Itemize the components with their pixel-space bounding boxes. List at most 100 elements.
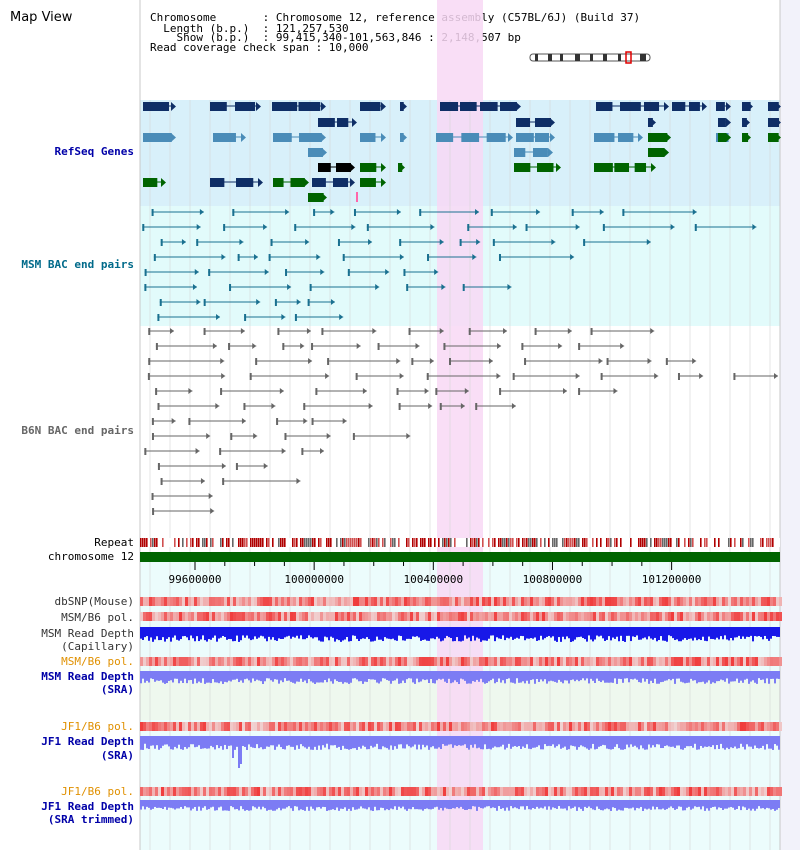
jf1-depth-trim-bar bbox=[346, 800, 348, 811]
gene-exon bbox=[400, 102, 404, 111]
jf1-depth-trim-bar bbox=[316, 800, 318, 808]
jf1-depth-sra-bar bbox=[694, 736, 696, 744]
jf1-depth-trim-bar bbox=[190, 800, 192, 811]
msm-depth-sra-bar bbox=[174, 671, 176, 679]
gene-strand-arrow bbox=[256, 102, 261, 111]
msm-bac-end bbox=[692, 209, 697, 215]
msm-depth-cap-bar bbox=[590, 627, 592, 640]
msm-bac-end bbox=[551, 239, 556, 245]
jf1-b6-pol-cell bbox=[461, 722, 464, 731]
msm-depth-sra-bar bbox=[624, 671, 626, 679]
right-margin-strip bbox=[780, 0, 800, 850]
jf1-b6-pol-2-cell bbox=[320, 787, 323, 796]
msm-depth-cap-bar bbox=[216, 627, 218, 642]
ideogram-band bbox=[560, 54, 563, 61]
jf1-b6-pol-cell bbox=[776, 722, 779, 731]
msm-depth-cap-bar bbox=[614, 627, 616, 639]
jf1-depth-sra-bar bbox=[242, 736, 244, 747]
msm-depth-sra-bar bbox=[396, 671, 398, 679]
jf1-depth-sra-bar bbox=[334, 736, 336, 746]
msm-b6-pol-2-cell bbox=[476, 657, 479, 666]
b6n-bac-end bbox=[263, 463, 268, 469]
repeat-feature bbox=[348, 538, 350, 547]
jf1-depth-trim-bar bbox=[748, 800, 750, 809]
msm-depth-cap-bar bbox=[634, 627, 636, 638]
gene-exon bbox=[290, 178, 305, 187]
repeat-feature bbox=[226, 538, 228, 547]
msm-depth-cap-bar bbox=[348, 627, 350, 642]
jf1-b6-pol-2-cell bbox=[761, 787, 764, 796]
dbsnp-cell bbox=[215, 597, 218, 606]
msm-depth-cap-bar bbox=[410, 627, 412, 640]
msm-depth-cap-bar bbox=[358, 627, 360, 642]
jf1-depth-sra-bar bbox=[686, 736, 688, 747]
jf1-b6-pol-2-cell bbox=[701, 787, 704, 796]
msm-b6-pol-cell bbox=[386, 612, 389, 621]
jf1-b6-pol-2-cell bbox=[383, 787, 386, 796]
msm-b6-pol-2-cell bbox=[545, 657, 548, 666]
jf1-depth-trim-bar bbox=[150, 800, 152, 810]
msm-depth-sra-bar bbox=[320, 671, 322, 683]
msm-bac-end bbox=[330, 209, 335, 215]
jf1-depth-trim-bar bbox=[516, 800, 518, 809]
b6n-bac-end bbox=[352, 433, 355, 440]
jf1-b6-pol-cell bbox=[245, 722, 248, 731]
jf1-depth-sra-bar bbox=[240, 736, 242, 764]
msm-b6-pol-cell bbox=[770, 612, 773, 621]
dbsnp-cell bbox=[320, 597, 323, 606]
msm-b6-pol-2-cell bbox=[776, 657, 779, 666]
jf1-b6-pol-2-cell bbox=[485, 787, 488, 796]
msm-b6-pol-2-cell bbox=[215, 657, 218, 666]
jf1-depth-trim-bar bbox=[554, 800, 556, 809]
msm-b6-pol-2-cell bbox=[434, 657, 437, 666]
msm-depth-cap-bar bbox=[610, 627, 612, 641]
msm-depth-sra-bar bbox=[336, 671, 338, 682]
msm-depth-cap-bar bbox=[690, 627, 692, 639]
msm-bac-end bbox=[430, 224, 435, 230]
jf1-depth-trim-bar bbox=[148, 800, 150, 808]
msm-b6-pol-2-cell bbox=[227, 657, 230, 666]
jf1-b6-pol-cell bbox=[320, 722, 323, 731]
b6n-bac-end bbox=[200, 478, 205, 484]
msm-depth-sra-bar bbox=[776, 671, 778, 679]
msm-bac-end bbox=[194, 269, 199, 275]
msm-b6-pol-cell bbox=[512, 612, 515, 621]
jf1-b6-pol-cell bbox=[731, 722, 734, 731]
jf1-depth-trim-bar bbox=[180, 800, 182, 807]
msm-depth-cap-bar bbox=[142, 627, 144, 641]
jf1-depth-trim-bar bbox=[694, 800, 696, 807]
msm-depth-sra-bar bbox=[606, 671, 608, 683]
dbsnp-cell bbox=[392, 597, 395, 606]
msm-depth-sra-bar bbox=[456, 671, 458, 683]
msm-depth-cap-bar bbox=[622, 627, 624, 641]
b6n-bac-end bbox=[368, 403, 373, 409]
gene-exon bbox=[516, 133, 534, 142]
jf1-depth-trim-bar bbox=[738, 800, 740, 807]
gene-strand-arrow bbox=[322, 148, 327, 157]
msm-depth-sra-bar bbox=[574, 671, 576, 682]
msm-depth-sra-bar bbox=[386, 671, 388, 681]
jf1-b6-pol-cell bbox=[236, 722, 239, 731]
jf1-b6-pol-cell bbox=[761, 722, 764, 731]
repeat-feature bbox=[640, 538, 642, 547]
jf1-depth-trim-bar bbox=[358, 800, 360, 809]
gene-strand-arrow bbox=[666, 133, 671, 142]
jf1-depth-sra-bar bbox=[408, 736, 410, 747]
msm-depth-cap-bar bbox=[310, 627, 312, 638]
jf1-b6-pol-2-cell bbox=[272, 787, 275, 796]
msm-b6-pol-cell bbox=[554, 612, 557, 621]
jf1-b6-pol-2-cell bbox=[416, 787, 419, 796]
jf1-depth-trim-bar bbox=[352, 800, 354, 808]
b6n-bac-end bbox=[155, 343, 158, 350]
jf1-b6-pol-cell bbox=[344, 722, 347, 731]
jf1-b6-pol-cell bbox=[611, 722, 614, 731]
msm-b6-pol-cell bbox=[671, 612, 674, 621]
gene-exon bbox=[742, 133, 749, 142]
jf1-b6-pol-cell bbox=[755, 722, 758, 731]
b6n-bac-end bbox=[575, 373, 580, 379]
jf1-b6-pol-2-cell bbox=[422, 787, 425, 796]
msm-b6-pol-2-cell bbox=[692, 657, 695, 666]
msm-b6-pol-2-cell bbox=[305, 657, 308, 666]
msm-b6-pol-2-cell bbox=[272, 657, 275, 666]
